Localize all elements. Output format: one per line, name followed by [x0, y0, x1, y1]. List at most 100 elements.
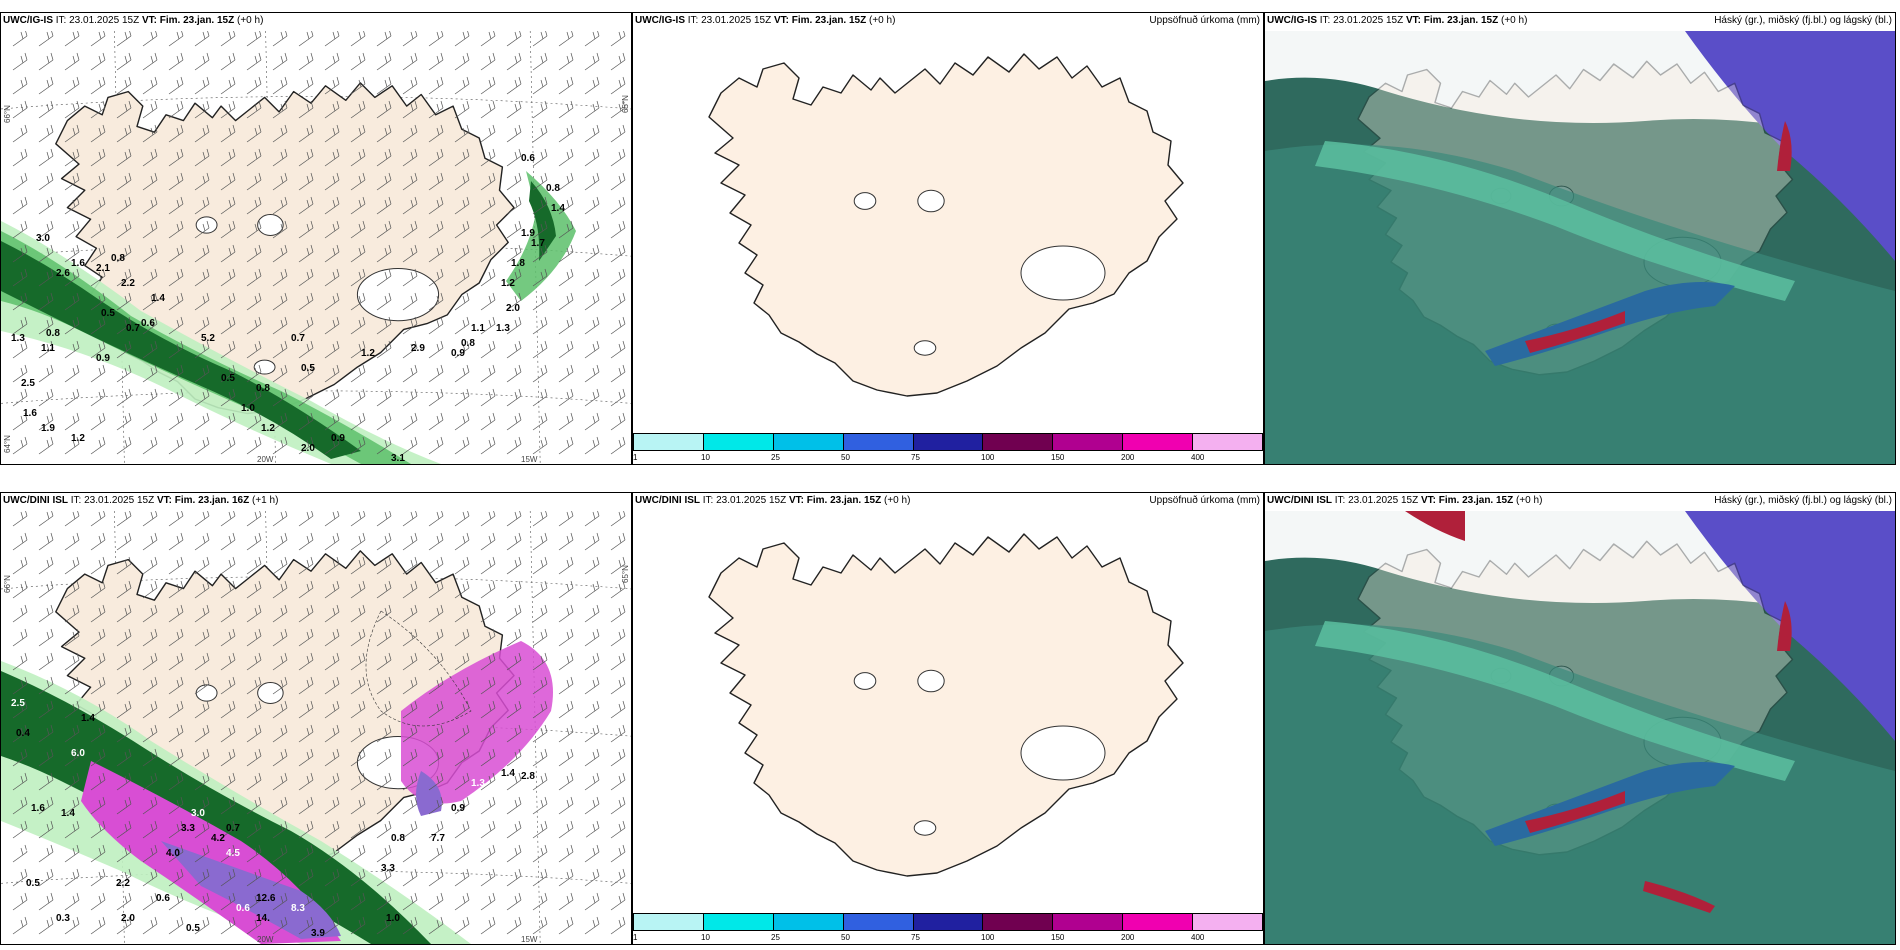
wind-barb	[584, 244, 600, 263]
wind-barb	[116, 556, 132, 575]
wind-barb	[168, 436, 184, 455]
precip-value-label: 2.6	[56, 268, 70, 279]
wind-barb	[350, 580, 366, 599]
wind-barb	[12, 868, 28, 887]
wind-barb	[298, 316, 314, 335]
wind-barb	[246, 412, 262, 431]
wind-barb	[38, 676, 54, 695]
wind-barb	[298, 580, 314, 599]
colorbar-swatch	[773, 434, 844, 450]
wind-barb	[220, 292, 236, 311]
wind-barb	[324, 772, 340, 791]
wind-barb	[64, 796, 80, 815]
wind-barb	[454, 580, 470, 599]
wind-barb	[558, 436, 574, 455]
wind-barb	[610, 412, 626, 431]
wind-barb	[142, 292, 158, 311]
wind-barb	[324, 652, 340, 671]
wind-barb	[454, 532, 470, 551]
valid-time: Fim. 23.jan. 15Z	[791, 15, 867, 26]
precip-value-label: 1.0	[241, 403, 255, 414]
wind-barb	[610, 124, 626, 143]
wind-barb	[298, 796, 314, 815]
wind-barb	[480, 892, 496, 911]
wind-barb	[324, 292, 340, 311]
wind-barb	[402, 676, 418, 695]
wind-barb	[402, 292, 418, 311]
wind-barb	[454, 652, 470, 671]
wind-barb	[90, 100, 106, 119]
wind-barb	[558, 172, 574, 191]
wind-barb	[376, 31, 392, 47]
wind-barb	[558, 820, 574, 839]
wind-barb	[558, 316, 574, 335]
wind-barb	[90, 364, 106, 383]
precip-area-heavy	[1, 241, 361, 459]
wind-barb	[506, 868, 522, 887]
wind-barb	[38, 52, 54, 71]
wind-barb	[116, 820, 132, 839]
precip-value-label: 1.7	[531, 238, 545, 249]
wind-barb	[376, 820, 392, 839]
wind-barb	[12, 844, 28, 863]
wind-barb	[116, 412, 132, 431]
wind-barb	[12, 412, 28, 431]
wind-barb	[90, 196, 106, 215]
wind-barb	[610, 76, 626, 95]
wind-barb	[350, 124, 366, 143]
wind-barb	[90, 268, 106, 287]
wind-barb	[142, 844, 158, 863]
valid-time: Fim. 23.jan. 16Z	[174, 495, 250, 506]
wind-barb	[610, 892, 626, 911]
wind-barb	[532, 700, 548, 719]
wind-barb	[558, 31, 574, 47]
wind-barb	[64, 604, 80, 623]
wind-barb	[168, 796, 184, 815]
wind-barb	[116, 892, 132, 911]
precip-value-label: 0.3	[56, 913, 70, 924]
wind-barb	[376, 844, 392, 863]
wind-barb	[298, 511, 314, 527]
wind-barb	[168, 268, 184, 287]
wind-barb	[272, 31, 288, 47]
wind-barb	[194, 52, 210, 71]
precip-area-magenta-east	[401, 641, 553, 804]
wind-barb	[376, 724, 392, 743]
wind-barb	[38, 652, 54, 671]
wind-barb	[194, 772, 210, 791]
wind-barb	[194, 724, 210, 743]
glacier-vatnajokull	[1020, 725, 1106, 781]
wind-barb	[480, 604, 496, 623]
wind-barb	[272, 52, 288, 71]
wind-barb	[298, 31, 314, 47]
wind-barb	[376, 148, 392, 167]
wind-barb	[610, 316, 626, 335]
wind-barb	[350, 388, 366, 407]
wind-barb	[298, 868, 314, 887]
wind-barb	[168, 652, 184, 671]
wind-barb	[116, 580, 132, 599]
wind-barb	[12, 31, 28, 47]
wind-barb	[194, 868, 210, 887]
wind-barb	[298, 724, 314, 743]
wind-barb	[220, 772, 236, 791]
wind-barb	[64, 76, 80, 95]
precip-value-label: 3.0	[191, 808, 205, 819]
wind-barb	[350, 844, 366, 863]
precip-value-label: 4.2	[211, 833, 225, 844]
wind-barb	[350, 532, 366, 551]
wind-barb	[324, 748, 340, 767]
panel-header: UWC/IG-IS IT: 23.01.2025 15Z VT: Fim. 23…	[635, 15, 895, 26]
wind-barb	[220, 31, 236, 47]
wind-barb	[324, 916, 340, 935]
wind-barb	[272, 652, 288, 671]
wind-barb	[90, 316, 106, 335]
precip-value-label: 0.8	[256, 383, 270, 394]
wind-barb	[558, 220, 574, 239]
wind-barb	[90, 436, 106, 455]
wind-barb	[324, 511, 340, 527]
wind-barb	[506, 511, 522, 527]
wind-barb	[324, 676, 340, 695]
wind-barb	[324, 700, 340, 719]
wind-barb	[584, 292, 600, 311]
